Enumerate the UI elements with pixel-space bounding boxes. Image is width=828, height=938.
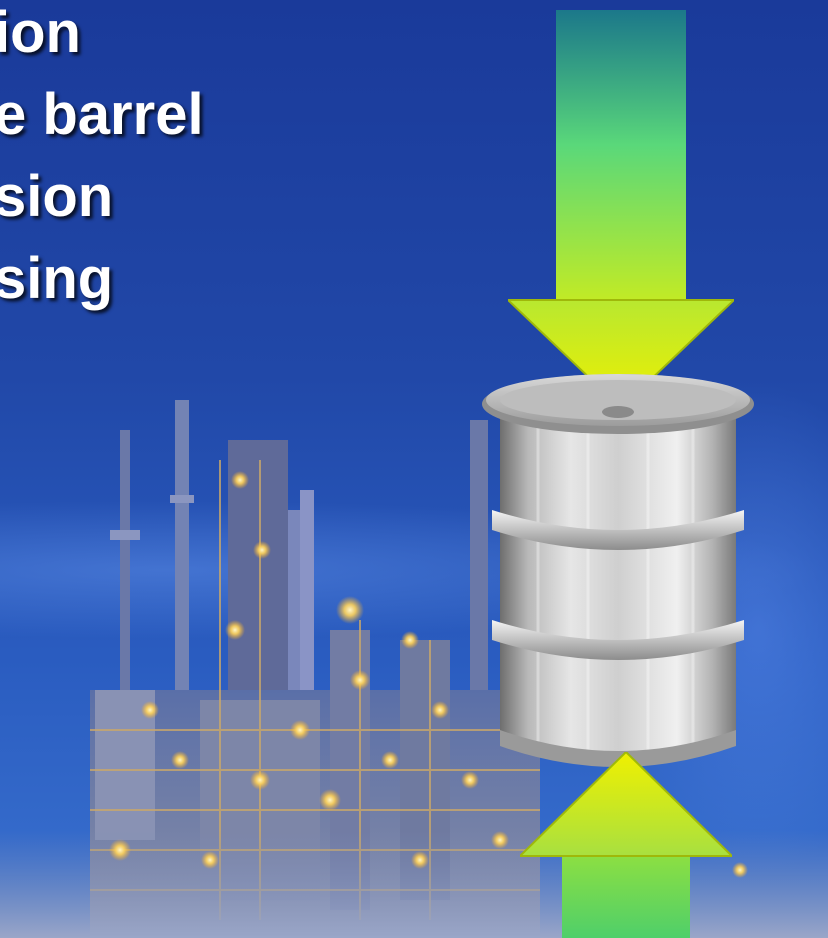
refinery-image [0, 400, 828, 938]
bullet-item: sion [0, 164, 114, 229]
bullet-item: ion [0, 0, 81, 65]
bullet-item: e barrel [0, 82, 204, 147]
bullet-list: ion e barrel sion sing [0, 0, 204, 320]
oil-barrel-icon [482, 374, 754, 767]
bullet-item: sing [0, 246, 114, 311]
arrow-up-icon [520, 752, 732, 938]
arrow-down-icon [508, 10, 734, 410]
